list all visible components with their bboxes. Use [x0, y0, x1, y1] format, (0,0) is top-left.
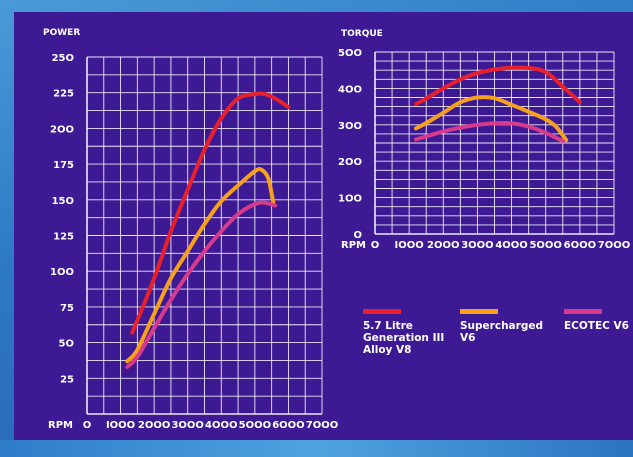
y-tick-label: 1OO	[50, 267, 74, 278]
y-tick-label: 2OO	[50, 124, 74, 135]
x-tick-label: O	[83, 420, 92, 431]
x-tick-label: 5OOO	[239, 420, 271, 431]
y-tick-label: 3OO	[338, 121, 362, 132]
y-tick-label: 75	[60, 303, 74, 314]
legend-label: Alloy V8	[363, 344, 411, 356]
legend-swatch	[460, 309, 498, 314]
x-tick-label: 7OOO	[306, 420, 338, 431]
legend-label: 5.7 Litre	[363, 320, 413, 332]
x-tick-label: 6OOO	[564, 240, 596, 251]
x-tick-label: 3OOO	[461, 240, 493, 251]
y-tick-label: 125	[53, 232, 74, 243]
y-tick-label: 175	[53, 160, 74, 171]
legend-swatch	[564, 309, 602, 314]
series-line	[414, 121, 565, 144]
power-chart: POWER 25 5O 75 1OO 125 15O 175 2OO 225 25O RPM O IOOO…	[43, 28, 338, 431]
legend-label: Generation III	[363, 332, 444, 344]
legend-label: ECOTEC V6	[564, 320, 629, 332]
y-tick-label: 15O	[52, 196, 74, 207]
y-tick-label: 225	[53, 89, 74, 100]
x-tick-label: 2OOO	[138, 420, 170, 431]
legend-label: Supercharged	[460, 320, 543, 332]
chart-panel	[14, 12, 633, 440]
x-tick-label: 2OOO	[427, 240, 459, 251]
background-strip	[0, 440, 633, 457]
x-tick-label: 3OOO	[171, 420, 203, 431]
y-tick-label: 2OO	[338, 157, 362, 168]
y-tick-label: 4OO	[338, 84, 362, 95]
y-tick-label: 25	[60, 374, 74, 385]
y-tick-label: 25O	[52, 53, 74, 64]
x-tick-label: 6OOO	[272, 420, 304, 431]
x-tick-label: O	[371, 240, 380, 251]
y-tick-label: 1OO	[338, 194, 362, 205]
y-axis-title: TORQUE	[341, 29, 383, 39]
legend-label: V6	[460, 332, 475, 344]
grid	[374, 51, 615, 235]
x-tick-label: 5OOO	[529, 240, 561, 251]
legend-swatch	[363, 309, 401, 314]
y-tick-label: 5OO	[338, 48, 362, 59]
x-tick-label: 7OOO	[598, 240, 630, 251]
series-line	[125, 200, 277, 369]
x-tick-label: IOOO	[395, 240, 424, 251]
x-tick-label: 4OOO	[205, 420, 237, 431]
x-axis-title: RPM	[341, 240, 366, 251]
series-line	[125, 167, 276, 364]
grid	[86, 56, 323, 415]
x-tick-label: IOOO	[106, 420, 135, 431]
series-line	[130, 91, 291, 335]
y-axis-title: POWER	[43, 28, 80, 38]
y-tick-label: 5O	[59, 339, 74, 350]
series-line	[414, 65, 582, 107]
x-tick-label: 4OOO	[495, 240, 527, 251]
y-tick-label: O	[353, 230, 362, 241]
series-line	[414, 95, 569, 143]
x-axis-title: RPM	[48, 420, 73, 431]
